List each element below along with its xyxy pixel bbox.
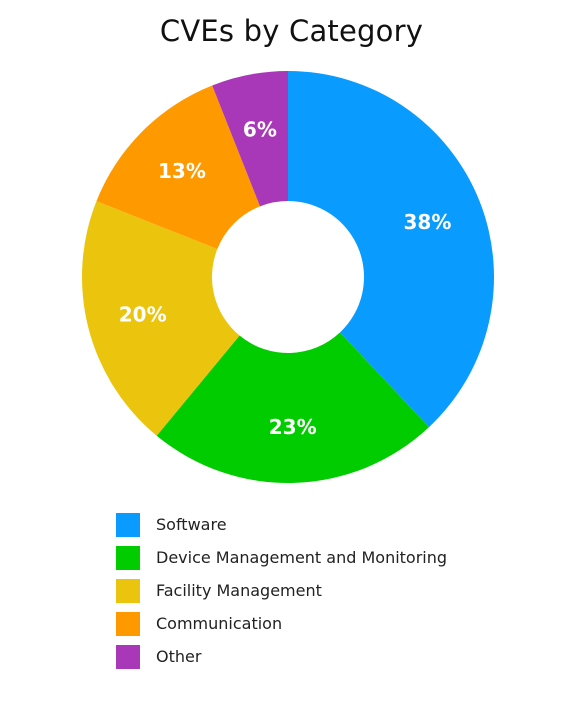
chart-title: CVEs by Category bbox=[159, 14, 424, 48]
legend-swatch bbox=[116, 512, 140, 537]
legend-label: Device Management and Monitoring bbox=[156, 548, 448, 567]
legend-swatch bbox=[116, 644, 140, 669]
donut-slice-other bbox=[212, 71, 288, 207]
legend-label: Software bbox=[156, 515, 227, 534]
legend-item: Software bbox=[116, 508, 556, 541]
donut-chart: 38% 23% 20% 13% 6% bbox=[82, 71, 495, 484]
donut-slice-labels: 38% 23% 20% 13% 6% bbox=[119, 118, 452, 439]
slice-value-label: 13% bbox=[158, 159, 206, 183]
legend-item: Other bbox=[116, 640, 556, 673]
legend-label: Facility Management bbox=[156, 581, 322, 600]
donut-slice-communication bbox=[96, 85, 261, 250]
legend-label: Other bbox=[156, 647, 202, 666]
donut-slices bbox=[82, 71, 495, 484]
slice-value-label: 38% bbox=[404, 210, 452, 234]
slice-value-label: 23% bbox=[269, 415, 317, 439]
legend-item: Communication bbox=[116, 607, 556, 640]
legend-item: Facility Management bbox=[116, 574, 556, 607]
donut-slice-facility-management bbox=[82, 201, 240, 436]
slice-value-label: 6% bbox=[243, 118, 277, 142]
legend-swatch bbox=[116, 611, 140, 636]
donut-slice-device-management-and-monitoring bbox=[156, 332, 430, 484]
legend-swatch bbox=[116, 578, 140, 603]
legend: Software Device Management and Monitoring… bbox=[116, 508, 556, 673]
legend-item: Device Management and Monitoring bbox=[116, 541, 556, 574]
legend-label: Communication bbox=[156, 614, 283, 633]
slice-value-label: 20% bbox=[119, 302, 167, 326]
legend-swatch bbox=[116, 545, 140, 570]
donut-slice-software bbox=[288, 71, 495, 428]
